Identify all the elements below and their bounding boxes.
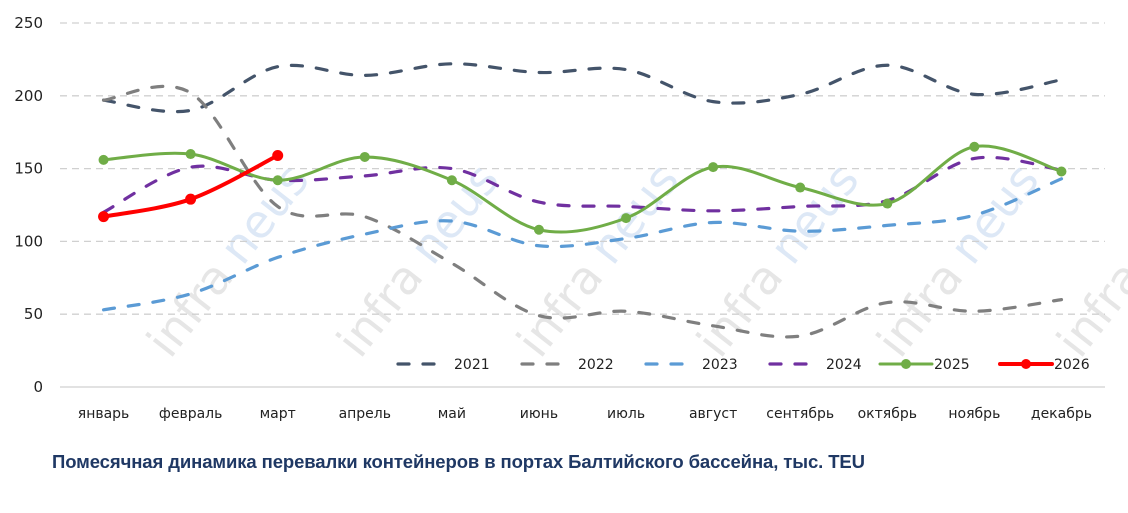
- data-point-marker: [272, 149, 284, 161]
- x-tick-label: август: [689, 406, 737, 422]
- legend-marker: [1021, 359, 1031, 369]
- svg-text:infra: infra: [686, 251, 793, 367]
- x-tick-label: февраль: [159, 406, 223, 422]
- legend-marker: [901, 359, 911, 369]
- x-tick-label: декабрь: [1031, 406, 1092, 422]
- x-tick-label: октябрь: [858, 406, 917, 422]
- series-2021: [101, 62, 1064, 114]
- line-chart: infraneusinfraneusinfraneusinfraneusinfr…: [14, 14, 1128, 422]
- svg-text:neus: neus: [399, 153, 510, 273]
- data-point-marker: [446, 175, 457, 186]
- y-tick-label: 200: [14, 87, 43, 105]
- data-point-marker: [98, 154, 109, 165]
- data-point-marker: [185, 149, 196, 160]
- data-point-marker: [882, 198, 893, 209]
- series-line: [101, 177, 1064, 312]
- series-2024: [101, 155, 1064, 214]
- series-lines: [98, 62, 1067, 339]
- y-tick-label: 100: [14, 232, 43, 250]
- data-point-marker: [272, 175, 283, 186]
- svg-text:neus: neus: [939, 153, 1050, 273]
- data-point-marker: [708, 162, 719, 173]
- x-tick-label: март: [260, 406, 296, 422]
- x-tick-label: май: [438, 406, 466, 422]
- y-tick-label: 150: [14, 160, 43, 178]
- x-tick-label: январь: [78, 406, 130, 422]
- x-tick-label: июнь: [520, 406, 558, 422]
- data-point-marker: [359, 151, 370, 162]
- legend-item-2023: 2023: [644, 357, 738, 373]
- data-point-marker: [1056, 166, 1067, 177]
- x-tick-label: апрель: [339, 406, 391, 422]
- chart-title: Помесячная динамика перевалки контейнеро…: [52, 451, 865, 472]
- legend-label: 2023: [702, 357, 738, 373]
- legend-label: 2025: [934, 357, 970, 373]
- legend-label: 2026: [1054, 357, 1090, 373]
- legend-label: 2021: [454, 357, 490, 373]
- svg-text:neus: neus: [1119, 153, 1128, 273]
- y-tick-label: 0: [33, 378, 43, 396]
- svg-text:infra: infra: [1046, 251, 1128, 367]
- series-2025: [98, 141, 1067, 235]
- x-tick-label: июль: [607, 406, 645, 422]
- data-point-marker: [795, 182, 806, 193]
- x-tick-label: сентябрь: [766, 406, 834, 422]
- x-axis: январь февраль март апрель май июнь июль август…: [78, 406, 1092, 422]
- svg-text:neus: neus: [209, 153, 320, 273]
- legend-item-2025: 2025: [878, 357, 970, 373]
- series-line: [101, 155, 1064, 214]
- svg-text:infra: infra: [136, 251, 243, 367]
- data-point-marker: [98, 211, 110, 223]
- data-point-marker: [185, 193, 197, 205]
- legend: 2021 2022 2023 2024 2025 2026: [396, 357, 1090, 373]
- y-axis: 0 50 100 150 200 250: [14, 14, 43, 396]
- svg-text:neus: neus: [759, 153, 870, 273]
- legend-label: 2024: [826, 357, 862, 373]
- svg-text:infra: infra: [326, 251, 433, 367]
- data-point-marker: [621, 213, 632, 224]
- series-line: [101, 62, 1064, 114]
- series-2026: [98, 149, 284, 223]
- gridlines: [60, 22, 1105, 388]
- series-2022: [101, 84, 1064, 339]
- series-line: [101, 84, 1064, 339]
- legend-item-2021: 2021: [396, 357, 490, 373]
- legend-item-2026: 2026: [998, 357, 1090, 373]
- data-point-marker: [969, 141, 980, 152]
- legend-label: 2022: [578, 357, 614, 373]
- series-2023: [101, 177, 1064, 312]
- y-tick-label: 50: [24, 305, 43, 323]
- watermark-layer: infraneusinfraneusinfraneusinfraneusinfr…: [136, 153, 1128, 366]
- legend-item-2022: 2022: [520, 357, 614, 373]
- y-tick-label: 250: [14, 14, 43, 32]
- data-point-marker: [533, 224, 544, 235]
- legend-item-2024: 2024: [768, 357, 862, 373]
- x-tick-label: ноябрь: [948, 406, 1000, 422]
